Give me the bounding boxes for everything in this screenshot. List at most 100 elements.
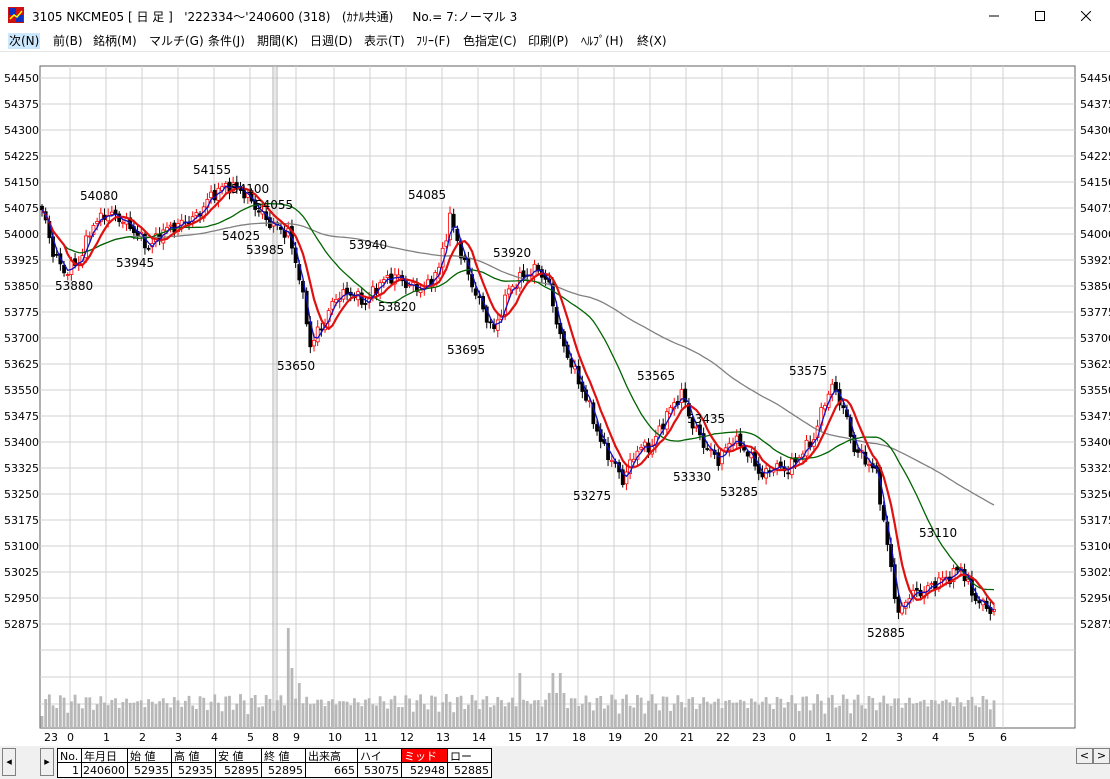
col-open-value: 52935 [128, 763, 172, 778]
volume-bar [62, 697, 66, 728]
price-annotation: 52885 [867, 626, 905, 640]
volume-bar [441, 702, 445, 728]
minimize-button[interactable] [971, 0, 1017, 31]
col-lo-header: ロー [448, 748, 492, 763]
close-button[interactable] [1063, 0, 1109, 31]
volume-bar [106, 705, 110, 728]
volume-bar [941, 700, 944, 728]
menu-free[interactable]: ﾌﾘｰ(F) [416, 34, 451, 48]
volume-bar [342, 701, 345, 728]
price-annotation: 53330 [673, 470, 711, 484]
volume-bar [841, 694, 845, 728]
y-tick-label-left: 53475 [4, 410, 39, 423]
volume-bar [481, 699, 485, 728]
menu-dayweek[interactable]: 日週(D) [310, 34, 353, 48]
col-close-header: 終 値 [262, 748, 306, 763]
y-tick-label-right: 54075 [1080, 202, 1110, 215]
volume-bar [114, 698, 117, 728]
volume-bar [602, 708, 606, 728]
volume-bar [511, 697, 514, 728]
candle-body-up [495, 319, 500, 331]
volume-bar [455, 697, 459, 728]
menu-print[interactable]: 印刷(P) [528, 34, 569, 48]
volume-bar [231, 709, 235, 728]
x-tick-label: 12 [400, 731, 414, 744]
menu-display[interactable]: 表示(T) [364, 34, 405, 48]
volume-bar [47, 694, 51, 728]
volume-bar [834, 707, 838, 728]
ma-line-green [41, 202, 995, 591]
volume-bar [779, 698, 783, 728]
candle-body-down [856, 449, 860, 453]
y-tick-label-right: 53775 [1080, 306, 1110, 319]
volume-bar [783, 707, 786, 728]
volume-bar [709, 704, 713, 728]
volume-bar [738, 699, 742, 728]
volume-bar [411, 711, 415, 728]
prev-record-button[interactable]: < [1076, 748, 1093, 764]
volume-bar [261, 706, 264, 728]
x-tick-label: 3 [896, 731, 903, 744]
chart-area[interactable]: 5445054450543755437554300543005422554225… [0, 52, 1110, 746]
volume-bar [856, 694, 860, 728]
volume-bar [492, 705, 496, 728]
menu-prev[interactable]: 前(B) [53, 34, 83, 48]
volume-bar [617, 713, 621, 728]
title-bar: 3105 NKCME05 [ 日 足 ] '222334～'240600 (31… [0, 0, 1110, 31]
y-tick-label-left: 53325 [4, 462, 39, 475]
volume-bar [727, 700, 731, 728]
candlestick-chart[interactable]: 5445054450543755437554300543005422554225… [0, 52, 1110, 746]
volume-bar [319, 699, 323, 728]
volume-bar [580, 703, 584, 728]
scroll-right-button[interactable]: ▸ [40, 748, 54, 776]
volume-bar [323, 706, 327, 728]
y-tick-label-left: 54150 [4, 176, 39, 189]
volume-bar [92, 709, 95, 728]
volume-bar [206, 709, 209, 728]
volume-bar [639, 697, 643, 728]
y-tick-label-right: 53325 [1080, 462, 1110, 475]
candle-body-up [87, 235, 92, 238]
y-tick-label-right: 53925 [1080, 254, 1110, 267]
volume-bar [577, 705, 581, 728]
candle-body-up [330, 300, 335, 310]
volume-bar [191, 705, 195, 728]
volume-bar [852, 699, 856, 728]
y-tick-label-right: 53025 [1080, 566, 1110, 579]
window-title: 3105 NKCME05 [ 日 足 ] '222334～'240600 (31… [32, 10, 518, 24]
volume-bar [272, 710, 275, 728]
x-tick-label: 13 [436, 731, 450, 744]
menu-next[interactable]: 次(N) [8, 33, 41, 49]
price-annotation: 53820 [378, 300, 416, 314]
candle-body-up [65, 274, 70, 276]
volume-bar [139, 700, 143, 728]
candle-body-down [536, 264, 541, 272]
x-tick-label: 8 [272, 731, 279, 744]
volume-bar [705, 701, 709, 728]
menu-symbol[interactable]: 銘柄(M) [93, 34, 137, 48]
y-tick-label-right: 54375 [1080, 98, 1110, 111]
menu-color[interactable]: 色指定(C) [463, 34, 517, 48]
volume-bar [88, 697, 92, 728]
candle-body-down [40, 205, 44, 211]
maximize-button[interactable] [1017, 0, 1063, 31]
menu-period[interactable]: 期間(K) [257, 34, 299, 48]
volume-bar [863, 708, 867, 728]
menu-condition[interactable]: 条件(J) [208, 34, 245, 48]
volume-bar [224, 696, 228, 728]
volume-bar [588, 702, 592, 728]
menu-multi[interactable]: マルチ(G) [149, 34, 204, 48]
volume-bar [73, 694, 77, 728]
menu-help[interactable]: ﾍﾙﾌﾟ(H) [581, 34, 624, 48]
y-tick-label-right: 54225 [1080, 150, 1110, 163]
col-low-value: 52895 [216, 763, 262, 778]
scroll-left-button[interactable]: ◂ [2, 748, 16, 776]
y-tick-label-left: 54000 [4, 228, 39, 241]
volume-bar [474, 700, 478, 728]
next-record-button[interactable]: > [1093, 748, 1110, 764]
menu-exit[interactable]: 終(X) [637, 34, 667, 48]
col-close-value: 52895 [262, 763, 306, 778]
y-tick-label-right: 52950 [1080, 592, 1110, 605]
volume-bar [353, 698, 356, 728]
volume-bar [356, 702, 360, 728]
